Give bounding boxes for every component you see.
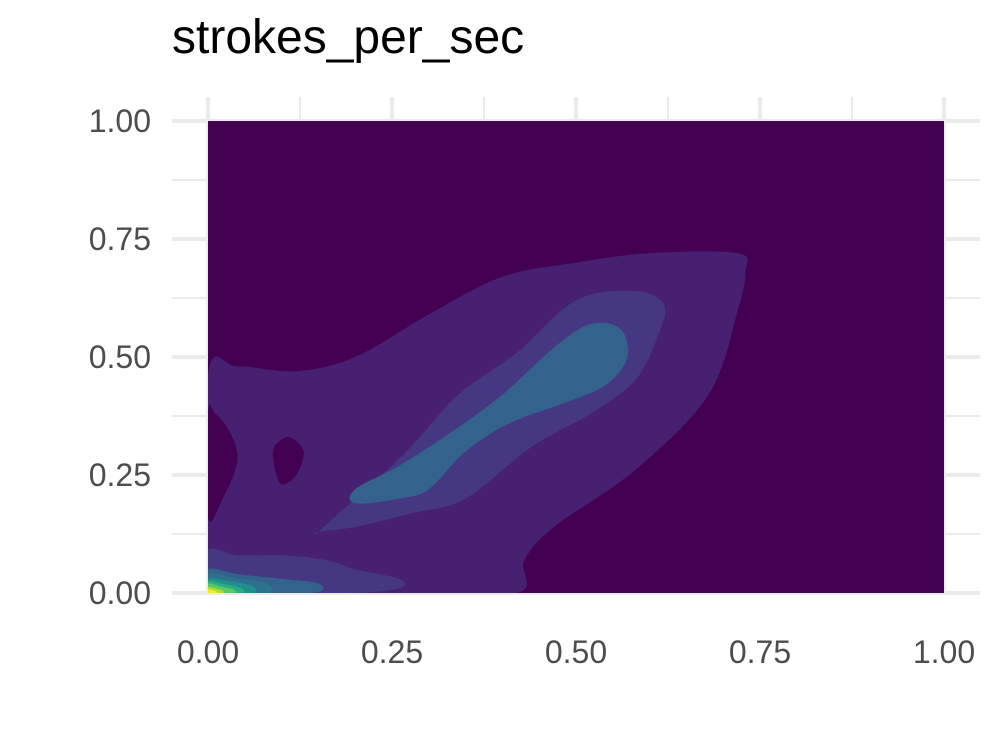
y-tick-label: 0.50 — [89, 339, 151, 375]
x-tick-label: 0.25 — [361, 634, 423, 670]
x-tick-label: 0.50 — [545, 634, 607, 670]
y-tick-label: 0.25 — [89, 457, 151, 493]
density-region-level-5 — [349, 322, 629, 504]
axis-layer: 0.00 0.25 0.50 0.75 1.00 0.00 0.25 0.50 0.75 1.00 — [89, 103, 975, 670]
density-region-level-11 — [208, 589, 218, 593]
y-tick-label: 0.75 — [89, 221, 151, 257]
plot-panel — [208, 121, 944, 593]
x-tick-label: 0.00 — [177, 634, 239, 670]
y-tick-label: 0.00 — [89, 575, 151, 611]
x-tick-label: 1.00 — [913, 634, 975, 670]
y-tick-label: 1.00 — [89, 103, 151, 139]
chart-title: strokes_per_sec — [172, 11, 525, 64]
x-tick-label: 0.75 — [729, 634, 791, 670]
